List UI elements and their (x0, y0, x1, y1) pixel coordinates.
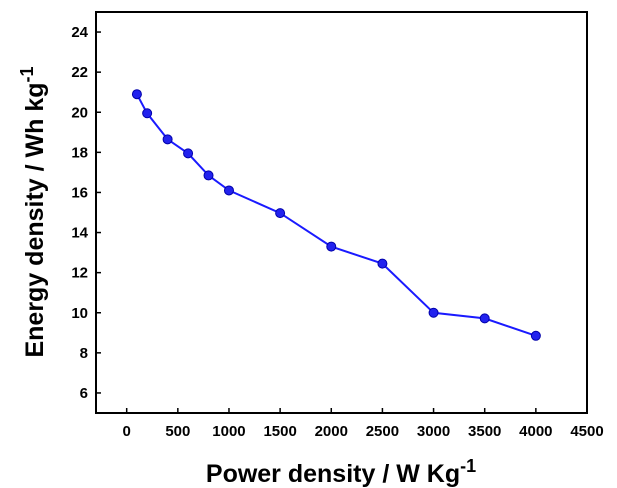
data-point (326, 241, 337, 252)
x-axis-ticks: 0 500 1000 1500 2000 2500 3000 3500 4000 4500 (123, 408, 604, 440)
data-point (275, 208, 286, 219)
x-tick-label: 0 (123, 423, 131, 440)
data-point (131, 89, 142, 100)
y-tick-label: 18 (71, 144, 88, 161)
data-point (203, 170, 214, 181)
data-point (530, 330, 541, 341)
x-tick-label: 3000 (417, 423, 450, 440)
x-axis-title: Power density / W Kg-1 (206, 456, 476, 488)
data-point (142, 108, 153, 119)
y-tick-label: 10 (71, 305, 88, 322)
y-tick-label: 20 (71, 104, 88, 121)
x-tick-label: 4000 (519, 423, 552, 440)
data-point (162, 134, 173, 145)
y-tick-label: 14 (71, 225, 88, 242)
data-point (223, 185, 234, 196)
x-tick-label: 1500 (263, 423, 296, 440)
y-tick-label: 8 (80, 345, 88, 362)
y-axis-ticks: 6 8 10 12 14 16 18 20 22 24 (71, 24, 101, 402)
y-axis-title: Energy density / Wh kg-1 (17, 66, 49, 357)
y-tick-label: 22 (71, 64, 88, 81)
data-point (183, 148, 194, 159)
x-tick-label: 1000 (212, 423, 245, 440)
plot-frame (95, 11, 588, 414)
x-tick-label: 2500 (366, 423, 399, 440)
y-tick-label: 24 (71, 24, 88, 41)
x-tick-label: 2000 (315, 423, 348, 440)
data-point (377, 258, 388, 269)
data-point (428, 307, 439, 318)
series-line (136, 93, 537, 337)
y-tick-label: 6 (80, 385, 88, 402)
data-point (479, 313, 490, 324)
y-tick-label: 12 (71, 265, 88, 282)
x-tick-label: 4500 (570, 423, 603, 440)
series-markers (131, 89, 541, 341)
y-tick-label: 16 (71, 184, 88, 201)
x-tick-label: 500 (165, 423, 190, 440)
x-tick-label: 3500 (468, 423, 501, 440)
